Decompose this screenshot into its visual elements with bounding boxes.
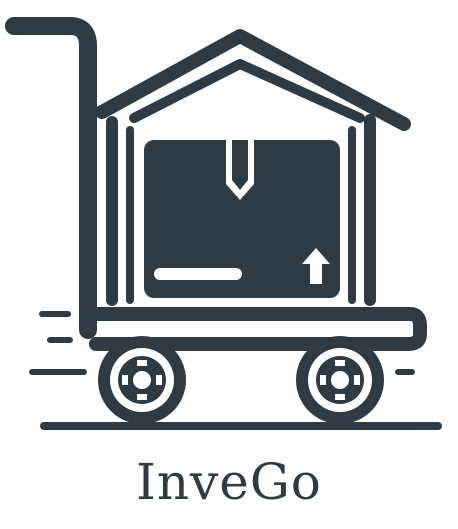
cart-wheel-left (98, 336, 186, 424)
package-box (144, 140, 340, 298)
house-roof-inner (129, 59, 365, 123)
house-roof (95, 29, 411, 131)
brand-name: InveGo (136, 453, 322, 511)
cart-platform (81, 307, 427, 351)
hand-truck-house-box-icon (5, 17, 442, 430)
cart-wheel-right (296, 336, 384, 424)
cart-handle (5, 17, 97, 339)
up-arrow-icon (302, 248, 330, 284)
